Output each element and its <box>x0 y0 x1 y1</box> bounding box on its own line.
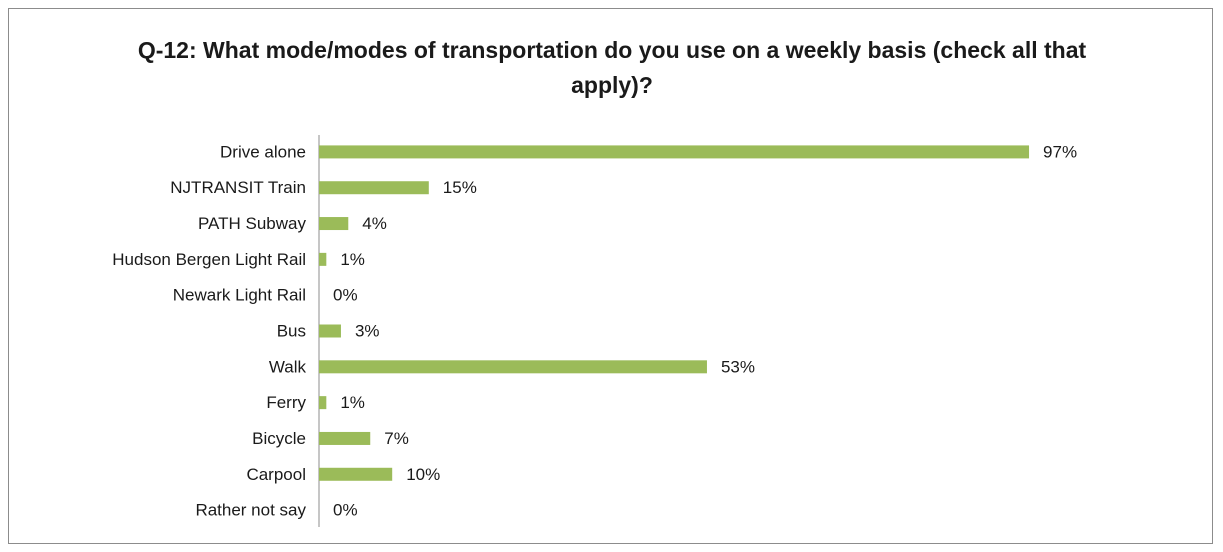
data-label: 0% <box>333 286 358 305</box>
y-tick-label: Bus <box>277 321 306 340</box>
y-tick-label: Hudson Bergen Light Rail <box>112 250 306 269</box>
bar <box>319 431 371 445</box>
data-label: 97% <box>1043 142 1077 161</box>
bar <box>319 145 1030 159</box>
chart-title: Q-12: What mode/modes of transportation … <box>137 37 1087 98</box>
bar <box>319 181 429 195</box>
data-label: 7% <box>384 429 409 448</box>
y-tick-label: PATH Subway <box>198 214 307 233</box>
y-tick-label: Rather not say <box>195 501 306 520</box>
data-label: 3% <box>355 321 380 340</box>
y-tick-label: Newark Light Rail <box>173 286 306 305</box>
bar <box>319 324 341 338</box>
data-label: 4% <box>362 214 387 233</box>
y-tick-label: Ferry <box>266 393 306 412</box>
bar <box>319 360 707 374</box>
bar <box>319 396 327 410</box>
data-label: 0% <box>333 501 358 520</box>
data-label: 53% <box>721 357 755 376</box>
data-label: 1% <box>340 393 365 412</box>
y-tick-label: Carpool <box>246 465 306 484</box>
bar <box>319 467 393 481</box>
y-tick-label: Bicycle <box>252 429 306 448</box>
data-label: 10% <box>406 465 440 484</box>
y-tick-label: NJTRANSIT Train <box>170 178 306 197</box>
data-label: 15% <box>443 178 477 197</box>
chart-frame <box>8 8 1213 544</box>
y-tick-label: Drive alone <box>220 142 306 161</box>
y-tick-label: Walk <box>269 357 307 376</box>
data-label: 1% <box>340 250 365 269</box>
bar <box>319 252 327 266</box>
bar <box>319 217 349 231</box>
